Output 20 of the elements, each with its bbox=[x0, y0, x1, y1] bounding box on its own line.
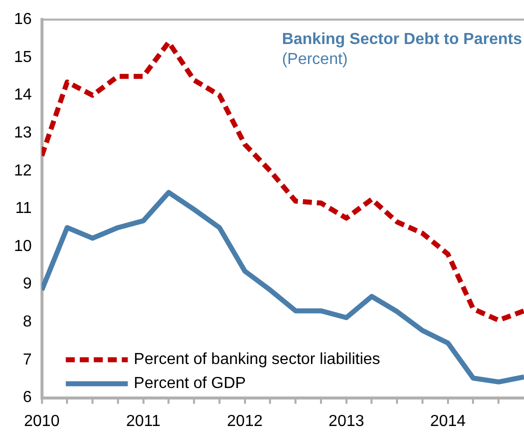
text: Banking Sector Debt to Parents bbox=[282, 31, 522, 48]
y-tick-label: 9 bbox=[22, 276, 32, 293]
y-tick-label: 11 bbox=[15, 200, 32, 218]
y-tick-label: 14 bbox=[14, 86, 32, 104]
legend-label: Percent of GDP bbox=[134, 375, 246, 392]
y-tick-label: 6 bbox=[22, 389, 32, 406]
x-tick-label: 2012 bbox=[227, 412, 263, 430]
x-tick-label: 2013 bbox=[328, 412, 364, 430]
y-tick-label: 8 bbox=[22, 314, 32, 331]
x-tick-label: 2011 bbox=[126, 412, 161, 430]
y-tick-label: 15 bbox=[14, 48, 32, 66]
y-tick-label: 7 bbox=[22, 351, 32, 368]
x-tick-label: 2014 bbox=[430, 412, 466, 430]
y-tick-label: 13 bbox=[14, 124, 32, 142]
y-tick-label: 12 bbox=[14, 162, 32, 180]
y-tick-label: 16 bbox=[14, 11, 32, 28]
text: (Percent) bbox=[282, 51, 348, 68]
y-tick-label: 10 bbox=[14, 238, 32, 255]
legend-label: Percent of banking sector liabilities bbox=[134, 351, 380, 368]
x-tick-label: 2010 bbox=[24, 412, 60, 430]
